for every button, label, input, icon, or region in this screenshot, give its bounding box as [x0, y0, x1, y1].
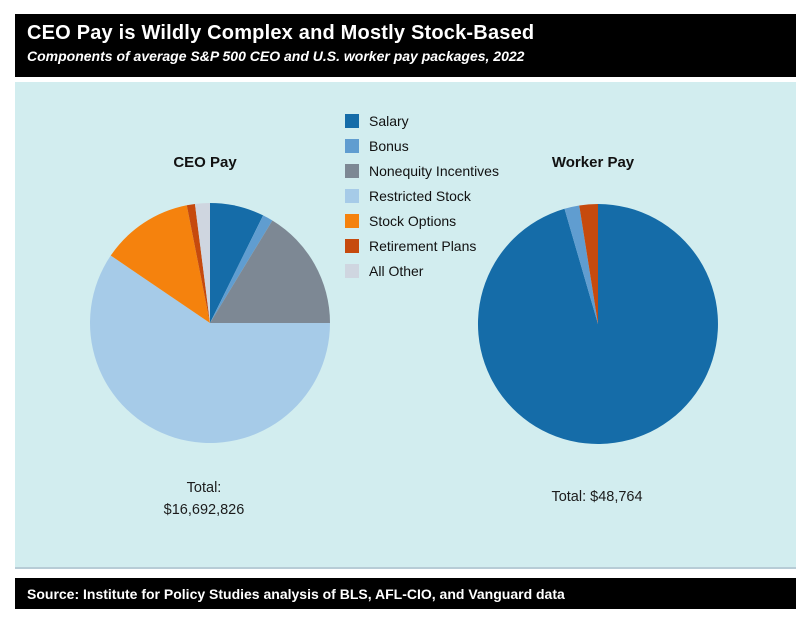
- ceo-total-line1: Total:: [186, 480, 222, 496]
- legend-label: Nonequity Incentives: [369, 162, 499, 179]
- legend-swatch-salary: [345, 113, 359, 128]
- ceo-total-line2: $16,692,826: [163, 502, 245, 518]
- pie-slice-retirement-plans: [186, 203, 210, 323]
- pie-slice-all-other: [194, 203, 210, 323]
- pie-slice-salary: [210, 203, 264, 323]
- source-footer: Source: Institute for Policy Studies ana…: [15, 578, 796, 609]
- worker-total-label: Total: $48,764: [551, 486, 642, 508]
- legend-item-bonus: Bonus: [345, 133, 499, 158]
- legend-swatch-all-other: [345, 263, 359, 278]
- chart-subtitle: Components of average S&P 500 CEO and U.…: [27, 48, 525, 64]
- pie-slice-stock-options: [110, 205, 210, 323]
- legend-item-retirement-plans: Retirement Plans: [345, 233, 499, 258]
- pie-slice-bonus: [210, 215, 273, 323]
- pie-slice-nonequity-incentives: [210, 220, 330, 323]
- pie-slice-retirement-plans: [579, 204, 598, 324]
- source-text: Source: Institute for Policy Studies ana…: [27, 585, 565, 602]
- legend-item-nonequity-incentives: Nonequity Incentives: [345, 158, 499, 183]
- legend-item-restricted-stock: Restricted Stock: [345, 183, 499, 208]
- legend-swatch-restricted-stock: [345, 188, 359, 203]
- legend: Salary Bonus Nonequity Incentives Restricte…: [345, 108, 499, 283]
- legend-label: Retirement Plans: [369, 237, 477, 254]
- worker-pie-chart: [477, 204, 718, 444]
- legend-item-all-other: All Other: [345, 258, 499, 283]
- chart-header: CEO Pay is Wildly Complex and Mostly Sto…: [15, 14, 796, 77]
- ceo-pie-title: CEO Pay: [173, 154, 237, 171]
- ceo-pie-chart: [90, 203, 330, 443]
- legend-label: Salary: [369, 112, 409, 129]
- legend-item-stock-options: Stock Options: [345, 208, 499, 233]
- legend-label: Restricted Stock: [369, 187, 471, 204]
- legend-swatch-nonequity-incentives: [345, 163, 359, 178]
- legend-label: Bonus: [369, 137, 409, 154]
- pie-slice-restricted-stock: [90, 255, 330, 443]
- chart-title: CEO Pay is Wildly Complex and Mostly Sto…: [27, 22, 535, 44]
- worker-total-line1: Total: $48,764: [551, 489, 643, 505]
- worker-pie-title: Worker Pay: [551, 154, 635, 171]
- plot-panel: CEO Pay Worker Pay Salary Bonus Nonequity …: [15, 82, 796, 569]
- legend-label: All Other: [369, 262, 424, 279]
- legend-swatch-bonus: [345, 138, 359, 153]
- legend-label: Stock Options: [369, 212, 457, 229]
- pie-slice-bonus: [564, 205, 598, 324]
- pie-slice-salary: [477, 204, 718, 444]
- legend-swatch-retirement-plans: [345, 238, 359, 253]
- ceo-total-label: Total: $16,692,826: [164, 477, 245, 521]
- legend-item-salary: Salary: [345, 108, 499, 133]
- legend-swatch-stock-options: [345, 213, 359, 228]
